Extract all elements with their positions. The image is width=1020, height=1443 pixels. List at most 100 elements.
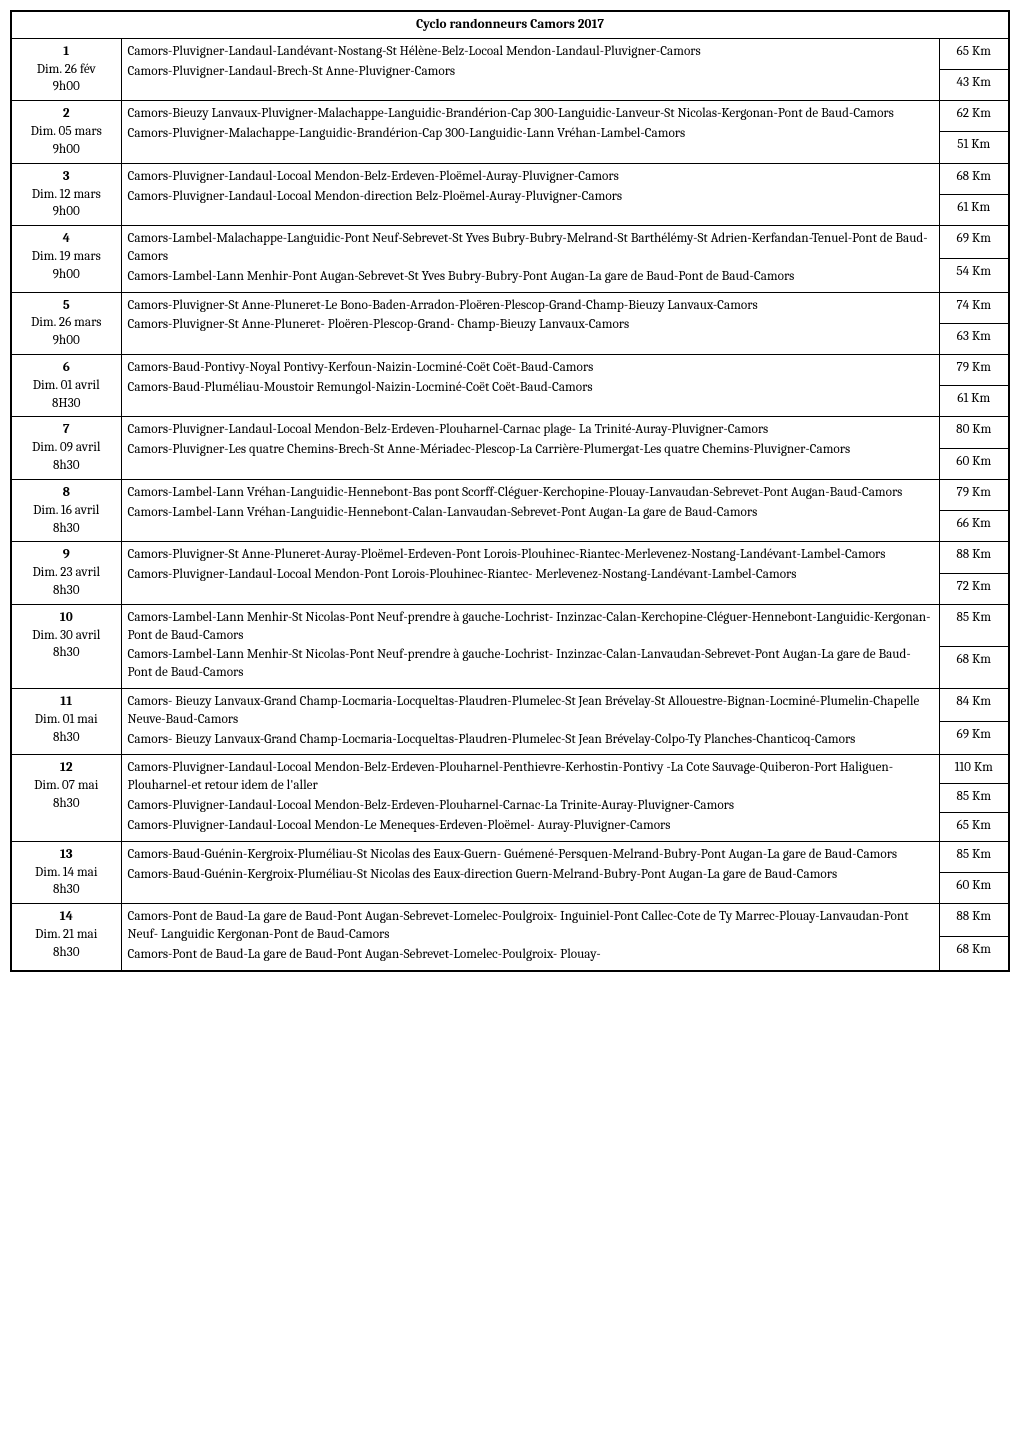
km-cell: 54 Km [939, 259, 1009, 292]
row-date: Dim. 05 mars [18, 123, 115, 141]
route-text: Camors- Bieuzy Lanvaux-Grand Champ-Locma… [128, 693, 933, 729]
row-left-cell: 3Dim. 12 mars9h00 [11, 163, 121, 225]
route-text: Camors-Pont de Baud-La gare de Baud-Pont… [128, 946, 933, 964]
route-text: Camors-Pluvigner-St Anne-Pluneret-Le Bon… [128, 297, 933, 315]
row-time: 8h30 [18, 457, 115, 475]
row-number: 10 [18, 609, 115, 627]
routes-cell: Camors-Pluvigner-Landaul-Locoal Mendon-B… [121, 755, 939, 841]
row-time: 8h30 [18, 795, 115, 813]
km-cell: 62 Km [939, 101, 1009, 132]
row-date: Dim. 26 fév [18, 61, 115, 79]
row-left-cell: 4Dim. 19 mars9h00 [11, 226, 121, 292]
row-time: 9h00 [18, 141, 115, 159]
row-number: 13 [18, 846, 115, 864]
row-number: 8 [18, 484, 115, 502]
row-date: Dim. 16 avril [18, 502, 115, 520]
routes-cell: Camors-Pluvigner-St Anne-Pluneret-Auray-… [121, 542, 939, 604]
row-left-cell: 12Dim. 07 mai8h30 [11, 755, 121, 841]
km-cell: 84 Km [939, 689, 1009, 722]
row-time: 8h30 [18, 520, 115, 538]
routes-cell: Camors-Pluvigner-St Anne-Pluneret-Le Bon… [121, 292, 939, 354]
route-text: Camors-Pont de Baud-La gare de Baud-Pont… [128, 908, 933, 944]
row-number: 5 [18, 297, 115, 315]
row-date: Dim. 21 mai [18, 926, 115, 944]
routes-cell: Camors-Pluvigner-Landaul-Locoal Mendon-B… [121, 163, 939, 225]
route-text: Camors-Lambel-Lann Vréhan-Languidic-Henn… [128, 504, 933, 522]
route-text: Camors-Pluvigner-Landaul-Locoal Mendon-L… [128, 817, 933, 835]
row-time: 8h30 [18, 644, 115, 662]
row-time: 8h30 [18, 729, 115, 747]
route-text: Camors-Pluvigner-Landaul-Landévant-Nosta… [128, 43, 933, 61]
route-text: Camors-Lambel-Lann Vréhan-Languidic-Henn… [128, 484, 933, 502]
row-time: 9h00 [18, 78, 115, 96]
row-left-cell: 2Dim. 05 mars9h00 [11, 101, 121, 163]
route-text: Camors-Bieuzy Lanvaux-Pluvigner-Malachap… [128, 105, 933, 123]
row-date: Dim. 01 mai [18, 711, 115, 729]
row-number: 2 [18, 105, 115, 123]
route-text: Camors-Baud-Guénin-Kergroix-Pluméliau-St… [128, 866, 933, 884]
km-cell: 69 Km [939, 722, 1009, 755]
row-date: Dim. 23 avril [18, 564, 115, 582]
km-cell: 51 Km [939, 132, 1009, 163]
route-text: Camors-Lambel-Lann Menhir-St Nicolas-Pon… [128, 609, 933, 645]
route-text: Camors-Lambel-Lann Menhir-St Nicolas-Pon… [128, 646, 933, 682]
row-date: Dim. 12 mars [18, 186, 115, 204]
row-left-cell: 14Dim. 21 mai8h30 [11, 904, 121, 971]
km-cell: 60 Km [939, 872, 1009, 903]
row-time: 8h30 [18, 881, 115, 899]
km-cell: 61 Km [939, 194, 1009, 225]
km-cell: 85 Km [939, 841, 1009, 872]
row-left-cell: 9Dim. 23 avril8h30 [11, 542, 121, 604]
km-cell: 69 Km [939, 226, 1009, 259]
route-text: Camors-Lambel-Malachappe-Languidic-Pont … [128, 230, 933, 266]
routes-cell: Camors-Baud-Guénin-Kergroix-Pluméliau-St… [121, 841, 939, 903]
row-time: 8h30 [18, 582, 115, 600]
row-left-cell: 1Dim. 26 fév9h00 [11, 38, 121, 100]
route-text: Camors- Bieuzy Lanvaux-Grand Champ-Locma… [128, 731, 933, 749]
km-cell: 79 Km [939, 355, 1009, 386]
row-time: 8h30 [18, 944, 115, 962]
km-cell: 61 Km [939, 386, 1009, 417]
row-left-cell: 5Dim. 26 mars9h00 [11, 292, 121, 354]
route-text: Camors-Baud-Pontivy-Noyal Pontivy-Kerfou… [128, 359, 933, 377]
routes-cell: Camors-Lambel-Malachappe-Languidic-Pont … [121, 226, 939, 292]
km-cell: 74 Km [939, 292, 1009, 323]
row-number: 9 [18, 546, 115, 564]
km-cell: 65 Km [939, 38, 1009, 69]
route-text: Camors-Pluvigner-Landaul-Locoal Mendon-P… [128, 566, 933, 584]
route-text: Camors-Pluvigner-Les quatre Chemins-Brec… [128, 441, 933, 459]
row-number: 4 [18, 230, 115, 248]
km-cell: 60 Km [939, 448, 1009, 479]
routes-cell: Camors-Pont de Baud-La gare de Baud-Pont… [121, 904, 939, 971]
km-cell: 85 Km [939, 604, 1009, 646]
row-time: 9h00 [18, 332, 115, 350]
row-date: Dim. 09 avril [18, 439, 115, 457]
routes-cell: Camors-Pluvigner-Landaul-Locoal Mendon-B… [121, 417, 939, 479]
route-text: Camors-Baud-Guénin-Kergroix-Pluméliau-St… [128, 846, 933, 864]
routes-cell: Camors-Pluvigner-Landaul-Landévant-Nosta… [121, 38, 939, 100]
row-time: 9h00 [18, 266, 115, 284]
route-text: Camors-Pluvigner-Malachappe-Languidic-Br… [128, 125, 933, 143]
row-left-cell: 6Dim. 01 avril8H30 [11, 355, 121, 417]
row-number: 1 [18, 43, 115, 61]
row-number: 6 [18, 359, 115, 377]
route-text: Camors-Baud-Pluméliau-Moustoir Remungol-… [128, 379, 933, 397]
row-date: Dim. 14 mai [18, 864, 115, 882]
route-text: Camors-Lambel-Lann Menhir-Pont Augan-Seb… [128, 268, 933, 286]
row-left-cell: 10Dim. 30 avril8h30 [11, 604, 121, 688]
row-time: 8H30 [18, 395, 115, 413]
row-date: Dim. 19 mars [18, 248, 115, 266]
km-cell: 43 Km [939, 70, 1009, 101]
row-number: 7 [18, 421, 115, 439]
km-cell: 68 Km [939, 163, 1009, 194]
km-cell: 65 Km [939, 812, 1009, 841]
km-cell: 88 Km [939, 542, 1009, 573]
routes-cell: Camors-Baud-Pontivy-Noyal Pontivy-Kerfou… [121, 355, 939, 417]
row-number: 12 [18, 759, 115, 777]
row-date: Dim. 30 avril [18, 627, 115, 645]
km-cell: 63 Km [939, 323, 1009, 354]
km-cell: 68 Km [939, 937, 1009, 971]
km-cell: 85 Km [939, 784, 1009, 813]
row-date: Dim. 01 avril [18, 377, 115, 395]
routes-cell: Camors-Lambel-Lann Menhir-St Nicolas-Pon… [121, 604, 939, 688]
